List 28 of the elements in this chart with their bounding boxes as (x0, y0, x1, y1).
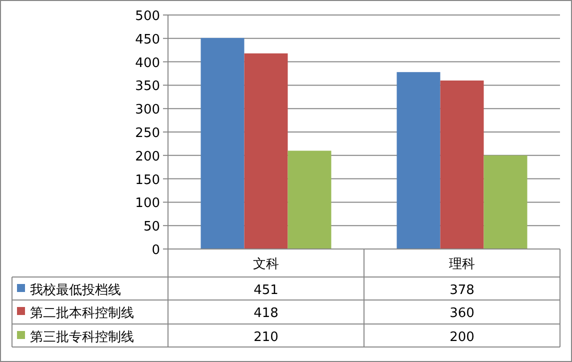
x-tick-label: 文科 (253, 257, 279, 272)
bar (200, 38, 244, 249)
y-tick-label: 500 (135, 9, 160, 24)
bar (244, 53, 288, 249)
data-label: 360 (450, 306, 474, 321)
legend-label: 第二批本科控制线 (30, 306, 134, 321)
data-label: 200 (450, 330, 474, 345)
y-tick-label: 300 (135, 102, 160, 118)
bar (288, 150, 332, 249)
y-tick-label: 0 (152, 243, 160, 258)
data-label: 210 (254, 330, 278, 345)
bar (484, 155, 528, 249)
y-tick-label: 50 (143, 220, 160, 235)
data-label: 378 (450, 283, 474, 298)
y-tick-label: 450 (135, 32, 160, 48)
legend-label: 第三批专科控制线 (30, 330, 134, 345)
y-tick-label: 350 (135, 79, 160, 94)
data-label: 418 (254, 306, 278, 321)
y-tick-label: 250 (135, 126, 160, 141)
y-tick-label: 100 (135, 196, 160, 212)
legend-label: 我校最低投档线 (30, 283, 121, 298)
data-label: 451 (254, 283, 278, 298)
y-tick-label: 200 (135, 149, 160, 164)
bar (396, 72, 440, 249)
y-tick-label: 400 (135, 56, 160, 71)
x-tick-label: 理科 (449, 257, 475, 272)
y-tick-label: 150 (135, 172, 160, 188)
bar (440, 80, 484, 249)
